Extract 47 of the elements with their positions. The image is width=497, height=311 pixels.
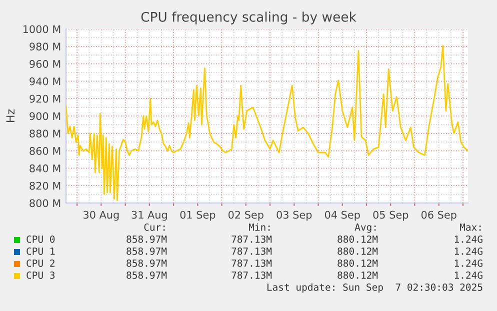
y-tick-label: 880 M (30, 130, 60, 138)
y-tick-label: 1000 M (23, 25, 60, 34)
text: Cur: (144, 223, 165, 231)
x-tick-label: 01 Sep (180, 210, 216, 221)
text: 1.24G (454, 235, 482, 243)
text: 1.24G (454, 247, 482, 255)
x-tick-label: 05 Sep (373, 210, 408, 221)
text: 787.13M (232, 235, 272, 243)
line-series (66, 44, 468, 202)
text: 858.97M (126, 235, 167, 243)
text: 1.24G (454, 271, 482, 279)
y-tick-label: 820 M (30, 182, 60, 190)
text: 787.13M (232, 271, 272, 279)
text: Max: (460, 224, 481, 231)
x-tick-label: 06 Sep (421, 210, 456, 221)
text: Min: (248, 223, 270, 231)
x-tick-label: 31 Aug (132, 210, 167, 221)
y-axis-title: Hz (6, 109, 14, 122)
y-tick-label: 920 M (30, 94, 60, 103)
text: 880.12M (338, 235, 378, 243)
text: 858.97M (126, 247, 167, 255)
text: 858.97M (126, 259, 167, 267)
text: 787.13M (232, 247, 272, 255)
text: 1.24G (454, 259, 482, 267)
text: 880.12M (338, 271, 378, 279)
text: 880.12M (338, 259, 378, 267)
y-tick-label: 800 M (30, 199, 60, 208)
x-tick-label: 03 Sep (276, 210, 312, 221)
legend-label: CPU 3 (26, 271, 55, 279)
text: Last update: Sun Sep 7 02:30:03 2025 (267, 283, 482, 293)
x-tick-label: 04 Sep (324, 210, 360, 221)
y-tick-label: 900 M (30, 112, 60, 120)
text: 880.12M (338, 247, 378, 255)
text: 858.97M (126, 271, 167, 279)
x-tick-label: 30 Aug (84, 210, 119, 221)
legend-label: CPU 1 (26, 247, 55, 255)
y-tick-label: 960 M (30, 60, 60, 68)
legend-label: CPU 2 (26, 259, 54, 267)
chart-title: CPU frequency scaling - by week (141, 12, 356, 24)
text: 787.13M (232, 259, 272, 267)
y-tick-label: 980 M (30, 42, 60, 51)
x-tick-label: 02 Sep (228, 210, 264, 221)
y-tick-label: 840 M (30, 164, 60, 172)
legend-label: CPU 0 (26, 235, 55, 243)
y-tick-label: 940 M (30, 77, 60, 86)
y-tick-label: 860 M (30, 147, 60, 155)
text: Avg: (354, 224, 376, 233)
